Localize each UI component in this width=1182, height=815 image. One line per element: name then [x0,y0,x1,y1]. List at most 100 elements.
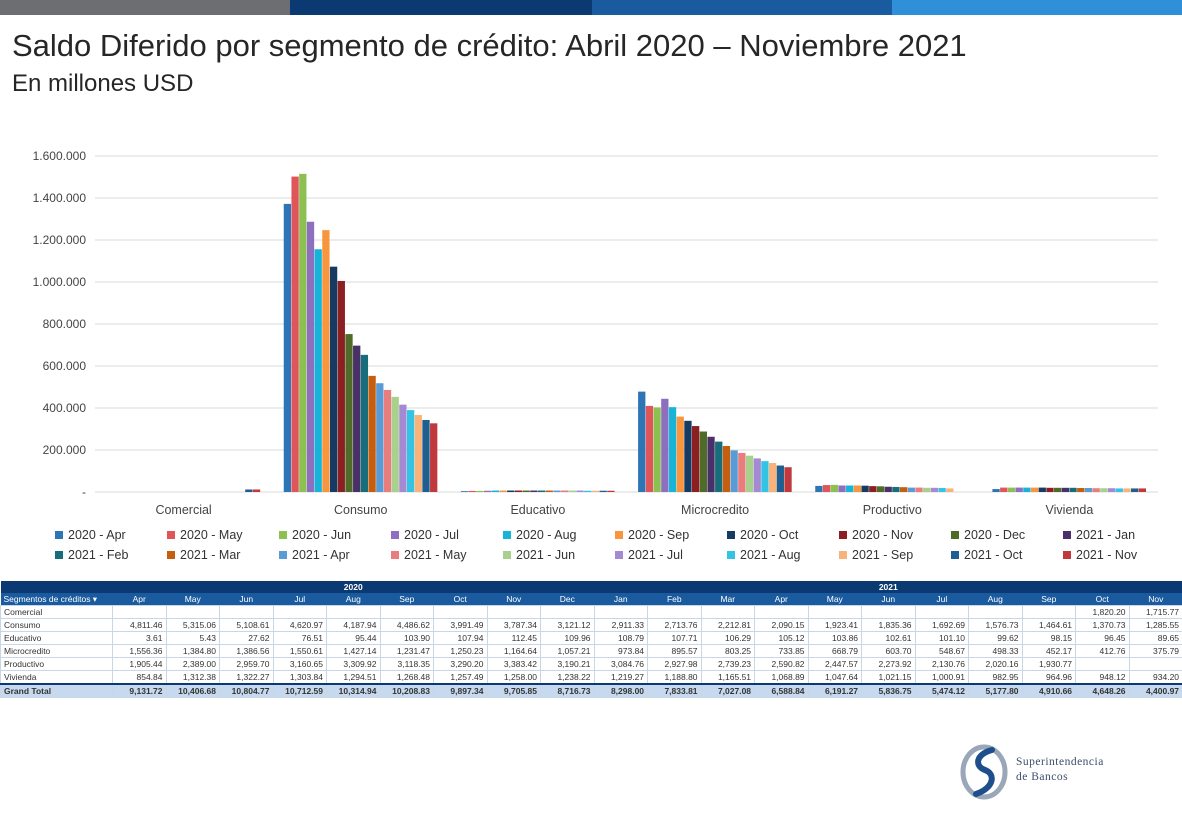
bar [923,487,931,492]
table-cell: 1,231.47 [379,644,434,658]
table-cell: 10,804.77 [219,683,274,698]
table-total-row: Grand Total 9,131.72 10,406.68 10,804.77 10,… [0,683,1182,698]
table-cell: 3,160.65 [272,657,327,671]
legend-label: 2021 - Mar [180,548,241,562]
table-cell: 89.65 [1128,631,1182,645]
table-cell: 8,716.73 [540,683,595,698]
bar [376,383,384,492]
table-row: Educativo 3.61 5.43 27.62 76.51 95.44 103.90 10… [0,631,1182,645]
table-cell: 3,787.34 [486,618,541,632]
legend-label: 2020 - Aug [516,528,577,542]
row-header-label[interactable]: Segmentos de créditos ▾ [0,593,113,606]
table-cell: 4,620.97 [272,618,327,632]
table-cell: 895.57 [647,644,702,658]
top-bar-segment [592,0,892,15]
bar [1069,487,1077,492]
table-cell [540,605,595,619]
y-tick-label: 1.400.000 [33,191,87,205]
table-cell: 103.90 [379,631,434,645]
table-cell [968,605,1023,619]
bar [1131,488,1139,492]
legend-swatch [951,531,959,539]
bar [892,486,900,492]
bar [784,467,792,492]
table-cell: 2,959.70 [219,657,274,671]
month-header: Jul [273,593,327,606]
table-cell: 1,905.44 [112,657,167,671]
bar [553,490,561,492]
table-cell: 1,164.64 [486,644,541,658]
table-cell: 498.33 [968,644,1023,658]
table-cell [486,605,541,619]
legend-item: 2020 - Aug [503,528,615,542]
y-tick-label: 1.000.000 [33,275,87,289]
legend-item: 2020 - Jul [391,528,503,542]
table-cell: 5,108.61 [219,618,274,632]
year-header: 2020 [112,581,595,593]
y-tick-label: 400.000 [43,401,87,415]
legend-item: 2021 - Nov [1063,548,1175,562]
bar [561,490,569,492]
table-cell: 101.10 [914,631,970,645]
table-cell: 3,991.49 [433,618,488,632]
table-cell [647,605,702,619]
table-cell: 8,298.00 [593,683,649,698]
bar [899,487,908,492]
table-cell: 1,386.56 [219,644,274,658]
year-header: 2021 [594,581,1182,593]
bar [514,490,523,492]
table-cell: 1,835.36 [861,618,916,632]
bar [499,490,507,492]
table-cell: 1,427.14 [326,644,381,658]
bar [722,446,731,492]
bar [545,490,553,492]
bar [1100,488,1108,492]
legend-swatch [167,531,175,539]
legend-label: 2020 - Sep [628,528,690,542]
table-cell: 5,315.06 [165,618,220,632]
table-cell: 452.17 [1021,644,1077,658]
bar [507,490,515,492]
table-cell: 9,897.34 [433,683,488,698]
table-cell: 106.29 [700,631,756,645]
legend-swatch [1063,551,1071,559]
legend-label: 2021 - Oct [964,548,1023,562]
y-tick-label: 600.000 [43,359,87,373]
bar [684,420,692,492]
table-cell [861,605,916,619]
table-row: Microcredito 1,556.36 1,384.80 1,386.56 1,55… [0,644,1182,658]
table-cell: 1,057.21 [540,644,595,658]
data-table: 2020 2021 Segmentos de créditos ▾ Apr May Ju… [0,581,1182,698]
y-tick-label: 800.000 [43,317,87,331]
y-tick-label: - [82,485,86,499]
x-category-label: Comercial [155,503,211,517]
table-cell [754,605,809,619]
table-cell: 7,833.81 [647,683,702,698]
legend-label: 2021 - Jan [1076,528,1136,542]
top-bar-segment [0,0,290,15]
table-cell: 76.51 [272,631,327,645]
table-cell: 4,400.97 [1128,683,1182,698]
table-cell: 1,250.23 [433,644,488,658]
month-header: Mar [701,593,755,606]
table-cell: 107.94 [433,631,488,645]
table-cell [433,605,488,619]
legend-label: 2021 - May [404,548,467,562]
legend-label: 2021 - Aug [740,548,801,562]
table-cell: 112.45 [486,631,541,645]
bar [691,426,700,492]
bar [668,407,677,492]
bar [915,487,923,492]
bar [853,485,862,492]
table-cell: 1,384.80 [165,644,220,658]
table-cell: 10,208.83 [379,683,434,698]
table-cell: 2,212.81 [700,618,756,632]
table-cell: 7,027.08 [700,683,756,698]
top-bar-segment [892,0,1182,15]
bar [1046,487,1054,492]
table-cell: 3,190.21 [540,657,595,671]
month-header: Jan [594,593,648,606]
table-cell: 412.76 [1075,644,1130,658]
bar [1061,487,1070,492]
row-label: Microcredito [0,644,113,658]
